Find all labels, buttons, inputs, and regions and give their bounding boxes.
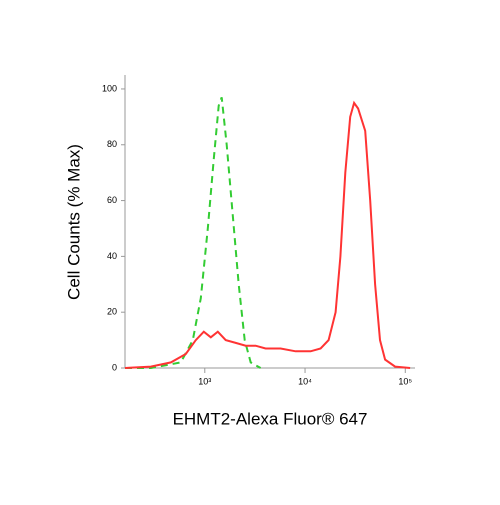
y-tick-label: 0 — [112, 362, 117, 372]
y-tick-label: 40 — [107, 251, 117, 261]
y-tick-label: 20 — [107, 307, 117, 317]
series-line — [125, 96, 262, 369]
y-tick-label: 100 — [102, 83, 117, 93]
y-tick-label: 60 — [107, 195, 117, 205]
series-line — [124, 100, 411, 369]
x-axis-label: EHMT2-Alexa Fluor® 647 — [173, 409, 368, 428]
x-tick-label: 10⁵ — [398, 376, 412, 386]
y-tick-label: 80 — [107, 139, 117, 149]
x-tick-label: 10⁴ — [298, 376, 312, 386]
x-tick-label: 10³ — [198, 376, 211, 386]
y-axis-label: Cell Counts (% Max) — [64, 144, 83, 300]
